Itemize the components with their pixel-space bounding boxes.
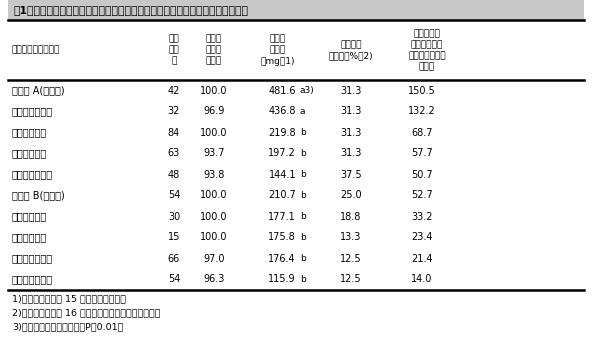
Text: 31.3: 31.3 bbox=[340, 149, 362, 158]
Text: 12.5: 12.5 bbox=[340, 275, 362, 285]
Text: 219.8: 219.8 bbox=[268, 127, 296, 138]
Text: 洲崎（千葉）: 洲崎（千葉） bbox=[12, 211, 47, 221]
Text: b: b bbox=[300, 212, 306, 221]
Text: 30: 30 bbox=[168, 211, 180, 221]
Text: 42: 42 bbox=[168, 85, 180, 96]
Text: 腋芽
置床
数: 腋芽 置床 数 bbox=[168, 34, 179, 66]
Text: b: b bbox=[300, 254, 306, 263]
Text: 50.7: 50.7 bbox=[411, 169, 433, 179]
Text: b: b bbox=[300, 275, 306, 284]
Text: 100.0: 100.0 bbox=[201, 191, 228, 201]
Text: 14.0: 14.0 bbox=[411, 275, 433, 285]
Text: 2)無作為に選んだ 16 個のカルスを再分化培地に置床: 2)無作為に選んだ 16 個のカルスを再分化培地に置床 bbox=[12, 308, 161, 317]
Text: 115.9: 115.9 bbox=[268, 275, 296, 285]
Text: 12.5: 12.5 bbox=[340, 253, 362, 263]
Text: 54: 54 bbox=[168, 275, 180, 285]
Text: 177.1: 177.1 bbox=[268, 211, 296, 221]
Text: 93.7: 93.7 bbox=[203, 149, 225, 158]
Text: 25.0: 25.0 bbox=[340, 191, 362, 201]
Text: a3): a3) bbox=[300, 86, 315, 95]
Text: 97.0: 97.0 bbox=[203, 253, 225, 263]
Text: カルス形成
率、新鮮重及
びシュート形成
率の積: カルス形成 率、新鮮重及 びシュート形成 率の積 bbox=[408, 29, 446, 71]
Text: 100.0: 100.0 bbox=[201, 211, 228, 221]
Text: a: a bbox=[300, 107, 305, 116]
Text: 84: 84 bbox=[168, 127, 180, 138]
Text: 31.3: 31.3 bbox=[340, 127, 362, 138]
Text: 132.2: 132.2 bbox=[408, 107, 436, 116]
Text: 口之津（長崎）: 口之津（長崎） bbox=[12, 107, 53, 116]
Text: 乙浜（千葉）: 乙浜（千葉） bbox=[12, 149, 47, 158]
Text: 15: 15 bbox=[168, 233, 180, 243]
Text: 66: 66 bbox=[168, 253, 180, 263]
Text: 175.8: 175.8 bbox=[268, 233, 296, 243]
Text: カルス
新鮮重
（mg）1): カルス 新鮮重 （mg）1) bbox=[261, 34, 295, 66]
Text: 144.1: 144.1 bbox=[268, 169, 296, 179]
Text: 新居浜（愛媛）: 新居浜（愛媛） bbox=[12, 275, 53, 285]
Text: 13.3: 13.3 bbox=[340, 233, 362, 243]
Text: b: b bbox=[300, 191, 306, 200]
Text: 18.8: 18.8 bbox=[340, 211, 362, 221]
Text: 波左間（千葉）: 波左間（千葉） bbox=[12, 169, 53, 179]
Text: 52.7: 52.7 bbox=[411, 191, 433, 201]
Text: シュート
形成率（%）2): シュート 形成率（%）2) bbox=[328, 40, 373, 60]
Text: 57.7: 57.7 bbox=[411, 149, 433, 158]
Text: 3)異符号間に有意差あり（P＜0.01）: 3)異符号間に有意差あり（P＜0.01） bbox=[12, 322, 123, 331]
Text: 48: 48 bbox=[168, 169, 180, 179]
Text: b: b bbox=[300, 149, 306, 158]
Text: 21.4: 21.4 bbox=[411, 253, 433, 263]
Text: 96.3: 96.3 bbox=[203, 275, 225, 285]
Text: 100.0: 100.0 bbox=[201, 233, 228, 243]
Text: 遺伝子型名（県名）: 遺伝子型名（県名） bbox=[12, 46, 60, 54]
Text: 96.9: 96.9 bbox=[203, 107, 225, 116]
Text: 93.8: 93.8 bbox=[203, 169, 225, 179]
Text: b: b bbox=[300, 170, 306, 179]
Text: 210.7: 210.7 bbox=[268, 191, 296, 201]
Text: 37.5: 37.5 bbox=[340, 169, 362, 179]
Text: 大崎（静岡）: 大崎（静岡） bbox=[12, 127, 47, 138]
Text: 赤野乙（高知）: 赤野乙（高知） bbox=[12, 253, 53, 263]
Text: 100.0: 100.0 bbox=[201, 85, 228, 96]
Text: 31.3: 31.3 bbox=[340, 85, 362, 96]
Text: 436.8: 436.8 bbox=[268, 107, 296, 116]
Text: 176.4: 176.4 bbox=[268, 253, 296, 263]
Text: 23.4: 23.4 bbox=[411, 233, 433, 243]
Text: 150.5: 150.5 bbox=[408, 85, 436, 96]
Text: 197.2: 197.2 bbox=[268, 149, 296, 158]
Text: 31.3: 31.3 bbox=[340, 107, 362, 116]
Text: 68.7: 68.7 bbox=[411, 127, 433, 138]
Text: 33.2: 33.2 bbox=[411, 211, 433, 221]
Text: 100.0: 100.0 bbox=[201, 127, 228, 138]
Text: 1)無作為に選んだ 15 個のカルスの平均: 1)無作為に選んだ 15 個のカルスの平均 bbox=[12, 294, 126, 303]
Text: 481.6: 481.6 bbox=[268, 85, 296, 96]
Text: カルス
形成率
（％）: カルス 形成率 （％） bbox=[206, 34, 222, 66]
Bar bbox=[8, 0, 584, 20]
Text: 63: 63 bbox=[168, 149, 180, 158]
Text: b: b bbox=[300, 233, 306, 242]
Text: 野島（宮崎）: 野島（宮崎） bbox=[12, 233, 47, 243]
Text: 32: 32 bbox=[168, 107, 180, 116]
Text: 種子島 B(鹿児島): 種子島 B(鹿児島) bbox=[12, 191, 65, 201]
Text: b: b bbox=[300, 128, 306, 137]
Text: 表1　関東以南の各地から収集したダンチクの腋芽からのカルス増殖と再分化能: 表1 関東以南の各地から収集したダンチクの腋芽からのカルス増殖と再分化能 bbox=[13, 5, 248, 15]
Text: 54: 54 bbox=[168, 191, 180, 201]
Text: 種子島 A(鹿児島): 種子島 A(鹿児島) bbox=[12, 85, 65, 96]
